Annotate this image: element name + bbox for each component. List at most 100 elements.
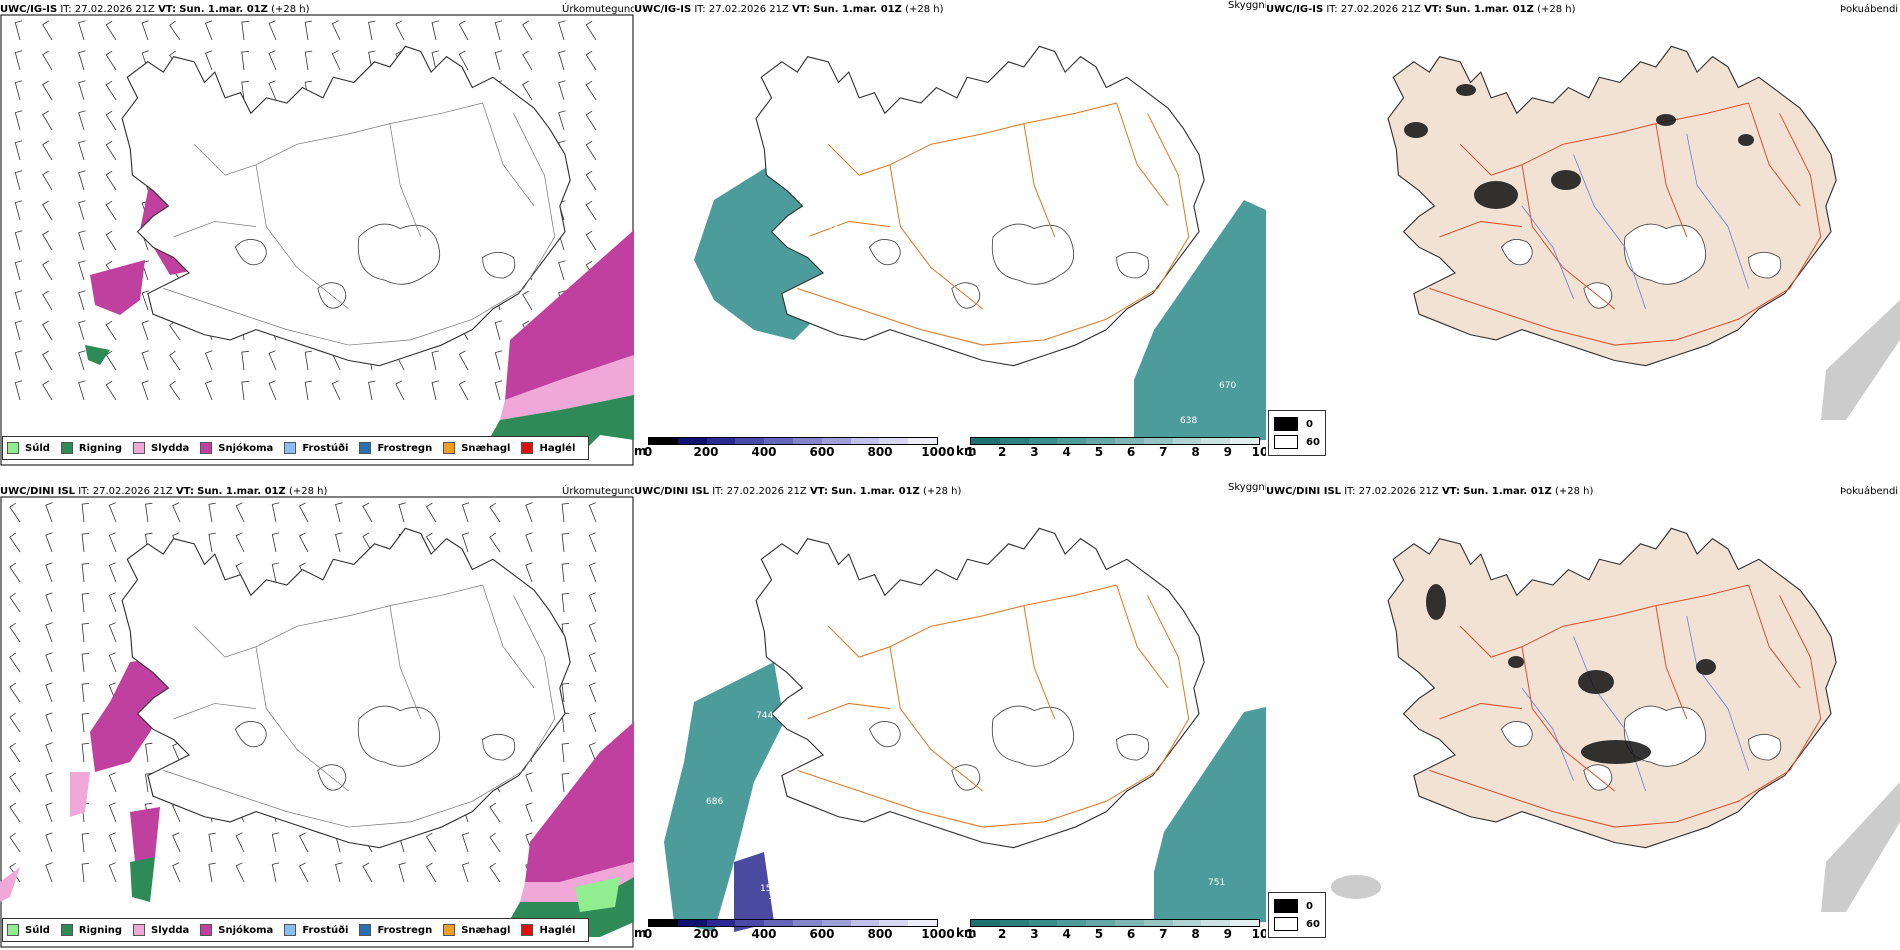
legend-item: Slydda (133, 924, 189, 936)
wind-barb (522, 80, 533, 101)
wind-barb (105, 230, 117, 251)
cloud-title: Skyggni (1228, 482, 1266, 493)
legend-label: Súld (25, 924, 50, 936)
wind-barb (81, 743, 90, 763)
wind-barb (588, 712, 597, 733)
wind-barb (558, 110, 566, 131)
lead-time: (+28 h) (271, 4, 310, 15)
wind-barb (331, 50, 341, 71)
fog-blobs (1426, 584, 1716, 764)
wind-barb (268, 80, 277, 101)
colorbar-tick: 600 (809, 445, 835, 459)
fog-map (1331, 527, 1900, 912)
colorbar-swatch (677, 438, 707, 444)
colorbar-tick: 2 (998, 445, 1007, 459)
glacier (1623, 223, 1707, 285)
vt-value: Sun. 1.mar. 01Z (831, 486, 920, 497)
road (889, 646, 984, 792)
legend-item: Frostúði (284, 924, 348, 936)
model-name: UWC/DINI ISL (0, 486, 76, 497)
cloud-title: Skyggni (1228, 0, 1266, 11)
wind-barb (241, 380, 249, 401)
wind-barb (425, 502, 437, 523)
wind-barb (78, 320, 86, 341)
road (482, 584, 535, 689)
wind-barb (45, 862, 53, 883)
colorbar-swatch (908, 438, 937, 444)
fog-legend: 0 60 (1268, 410, 1326, 456)
vt-label: VT: (175, 486, 194, 497)
wind-barb (525, 802, 533, 823)
wind-barb (108, 802, 117, 823)
wind-barb (108, 502, 117, 523)
wind-barb (9, 712, 21, 733)
legend-item: Haglél (521, 442, 575, 454)
wind-barb (204, 50, 213, 71)
wind-barb (141, 290, 149, 311)
wind-barb (588, 562, 597, 583)
wind-barb (105, 320, 117, 341)
wind-barb (268, 20, 277, 41)
colorbar-tick: 6 (1126, 927, 1136, 941)
legend-swatch (359, 442, 372, 454)
wind-barb (42, 140, 53, 161)
model-name: UWC/IG-IS (1266, 4, 1324, 15)
panel-header: UWC/IG-IS IT: 27.02.2026 21Z VT: Sun. 1.… (634, 4, 944, 15)
wind-barb (169, 380, 181, 401)
legend-label: Rigning (78, 924, 123, 936)
panel-header: UWC/DINI ISL IT: 27.02.2026 21Z VT: Sun.… (1266, 486, 1593, 497)
lead-time: (+28 h) (905, 4, 944, 15)
colorbar-swatch (1057, 920, 1087, 926)
wind-barb (42, 320, 53, 341)
wind-barb (585, 50, 597, 71)
vt-value: Sun. 1.mar. 01Z (179, 4, 268, 15)
road (1023, 123, 1056, 238)
wind-barb (425, 532, 437, 553)
road (797, 113, 1190, 346)
cloud-label: 195 (828, 225, 845, 235)
wind-barb (108, 772, 117, 793)
road (163, 113, 556, 346)
colorbar-swatch (1086, 920, 1115, 926)
legend-swatch (133, 442, 146, 454)
colorbar-swatch (1172, 920, 1202, 926)
road (1748, 584, 1801, 689)
glacier (1748, 733, 1782, 761)
glacier (991, 223, 1075, 285)
legend-label: Snjókoma (218, 442, 274, 454)
colorbar-swatch (821, 920, 851, 926)
legend-item: Snæhagl (443, 924, 510, 936)
wind-barb (169, 20, 181, 41)
colorbar-swatch (764, 438, 793, 444)
colorbar-swatch (1172, 438, 1202, 444)
wind-barb (585, 140, 597, 161)
colorbar-swatches (648, 437, 938, 445)
roads (1429, 102, 1822, 346)
river (1521, 205, 1574, 299)
legend-label: Haglél (539, 924, 576, 936)
wind-barb (494, 380, 503, 401)
fog-grey-offshore (1821, 300, 1900, 420)
model-name: UWC/DINI ISL (1266, 486, 1342, 497)
colorbar-tick: 5 (1094, 927, 1104, 941)
wind-barb (585, 110, 597, 131)
wind-barb (78, 170, 86, 191)
legend-item: Frostregn (359, 924, 432, 936)
wind-barb (42, 380, 53, 401)
legend-swatch (200, 924, 213, 936)
wind-barb (14, 200, 23, 221)
wind-barb (588, 742, 597, 763)
wind-barb (78, 80, 86, 101)
wind-barb (105, 20, 117, 41)
colorbar-tick: 8 (1191, 927, 1200, 941)
road (389, 605, 422, 720)
wind-barb (561, 563, 570, 583)
wind-barb (78, 200, 86, 221)
wind-barb (458, 350, 469, 371)
wind-barb (78, 260, 86, 281)
wind-barb (398, 862, 406, 883)
drizzle-area-east (575, 877, 620, 912)
road (255, 646, 349, 792)
wind-barb (45, 532, 53, 553)
glacier (234, 238, 267, 266)
